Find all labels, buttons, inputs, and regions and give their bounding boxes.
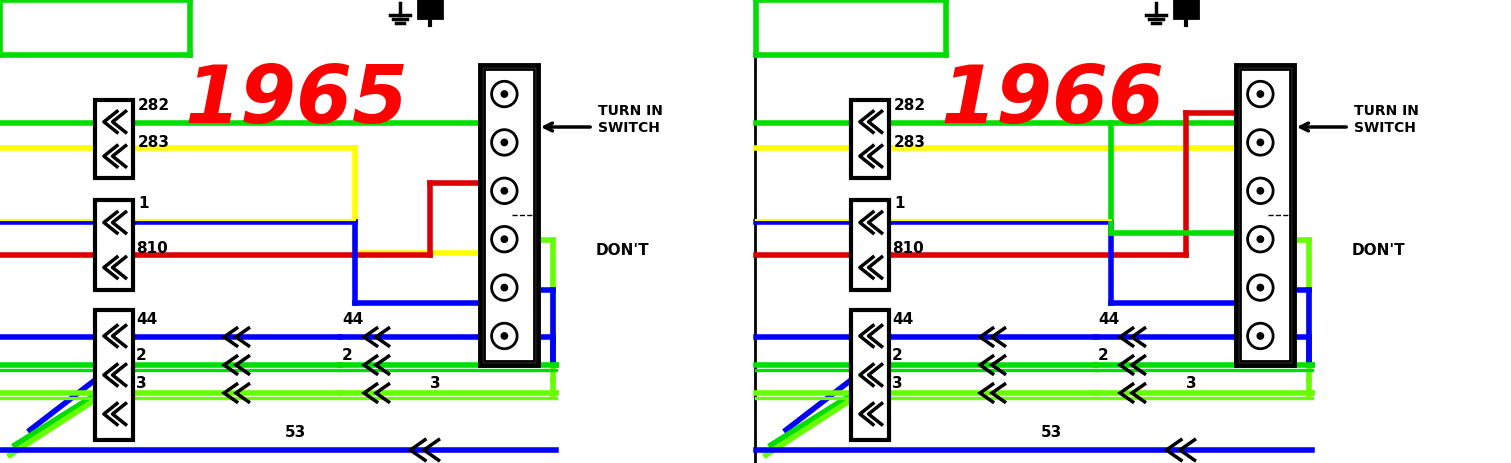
Text: 283: 283 — [138, 135, 171, 150]
Text: 53: 53 — [1041, 425, 1062, 440]
Bar — [1241, 69, 1290, 361]
Text: 2: 2 — [891, 348, 902, 363]
Text: 3: 3 — [891, 376, 902, 391]
Bar — [95, 310, 133, 440]
Text: 810: 810 — [891, 241, 923, 256]
Text: 1965: 1965 — [184, 62, 409, 140]
Circle shape — [502, 91, 508, 97]
Bar — [851, 200, 888, 290]
Text: 44: 44 — [891, 312, 913, 327]
Text: 3: 3 — [136, 376, 147, 391]
Text: 2: 2 — [341, 348, 352, 363]
Text: SWITCH: SWITCH — [1354, 121, 1416, 135]
Text: 282: 282 — [895, 98, 926, 113]
Text: TURN IN: TURN IN — [598, 104, 663, 118]
Circle shape — [1257, 139, 1263, 145]
Text: SWITCH: SWITCH — [598, 121, 660, 135]
Bar — [1174, 0, 1198, 18]
Bar — [95, 100, 133, 178]
Text: 283: 283 — [895, 135, 926, 150]
Bar — [851, 310, 888, 440]
Text: 3: 3 — [1186, 376, 1197, 391]
Text: DON'T: DON'T — [1352, 243, 1405, 258]
Text: 53: 53 — [286, 425, 307, 440]
Circle shape — [502, 284, 508, 291]
Text: 810: 810 — [136, 241, 168, 256]
Circle shape — [1257, 333, 1263, 339]
Text: 3: 3 — [431, 376, 441, 391]
Circle shape — [502, 236, 508, 243]
Text: 2: 2 — [1098, 348, 1109, 363]
Bar — [1236, 65, 1293, 365]
Text: 1966: 1966 — [941, 62, 1165, 140]
Text: 2: 2 — [136, 348, 147, 363]
Text: 1: 1 — [895, 196, 905, 211]
Circle shape — [502, 139, 508, 145]
Bar — [851, 100, 888, 178]
Text: 44: 44 — [136, 312, 157, 327]
Text: 282: 282 — [138, 98, 171, 113]
Circle shape — [1257, 188, 1263, 194]
Text: 44: 44 — [1098, 312, 1120, 327]
Text: TURN IN: TURN IN — [1354, 104, 1419, 118]
Circle shape — [1257, 91, 1263, 97]
Bar — [484, 69, 533, 361]
Text: DON'T: DON'T — [595, 243, 650, 258]
Circle shape — [502, 333, 508, 339]
Bar — [419, 0, 443, 18]
Circle shape — [1257, 236, 1263, 243]
Bar — [95, 200, 133, 290]
Bar — [480, 65, 538, 365]
Circle shape — [1257, 284, 1263, 291]
Circle shape — [502, 188, 508, 194]
Text: 44: 44 — [341, 312, 363, 327]
Text: 1: 1 — [138, 196, 148, 211]
